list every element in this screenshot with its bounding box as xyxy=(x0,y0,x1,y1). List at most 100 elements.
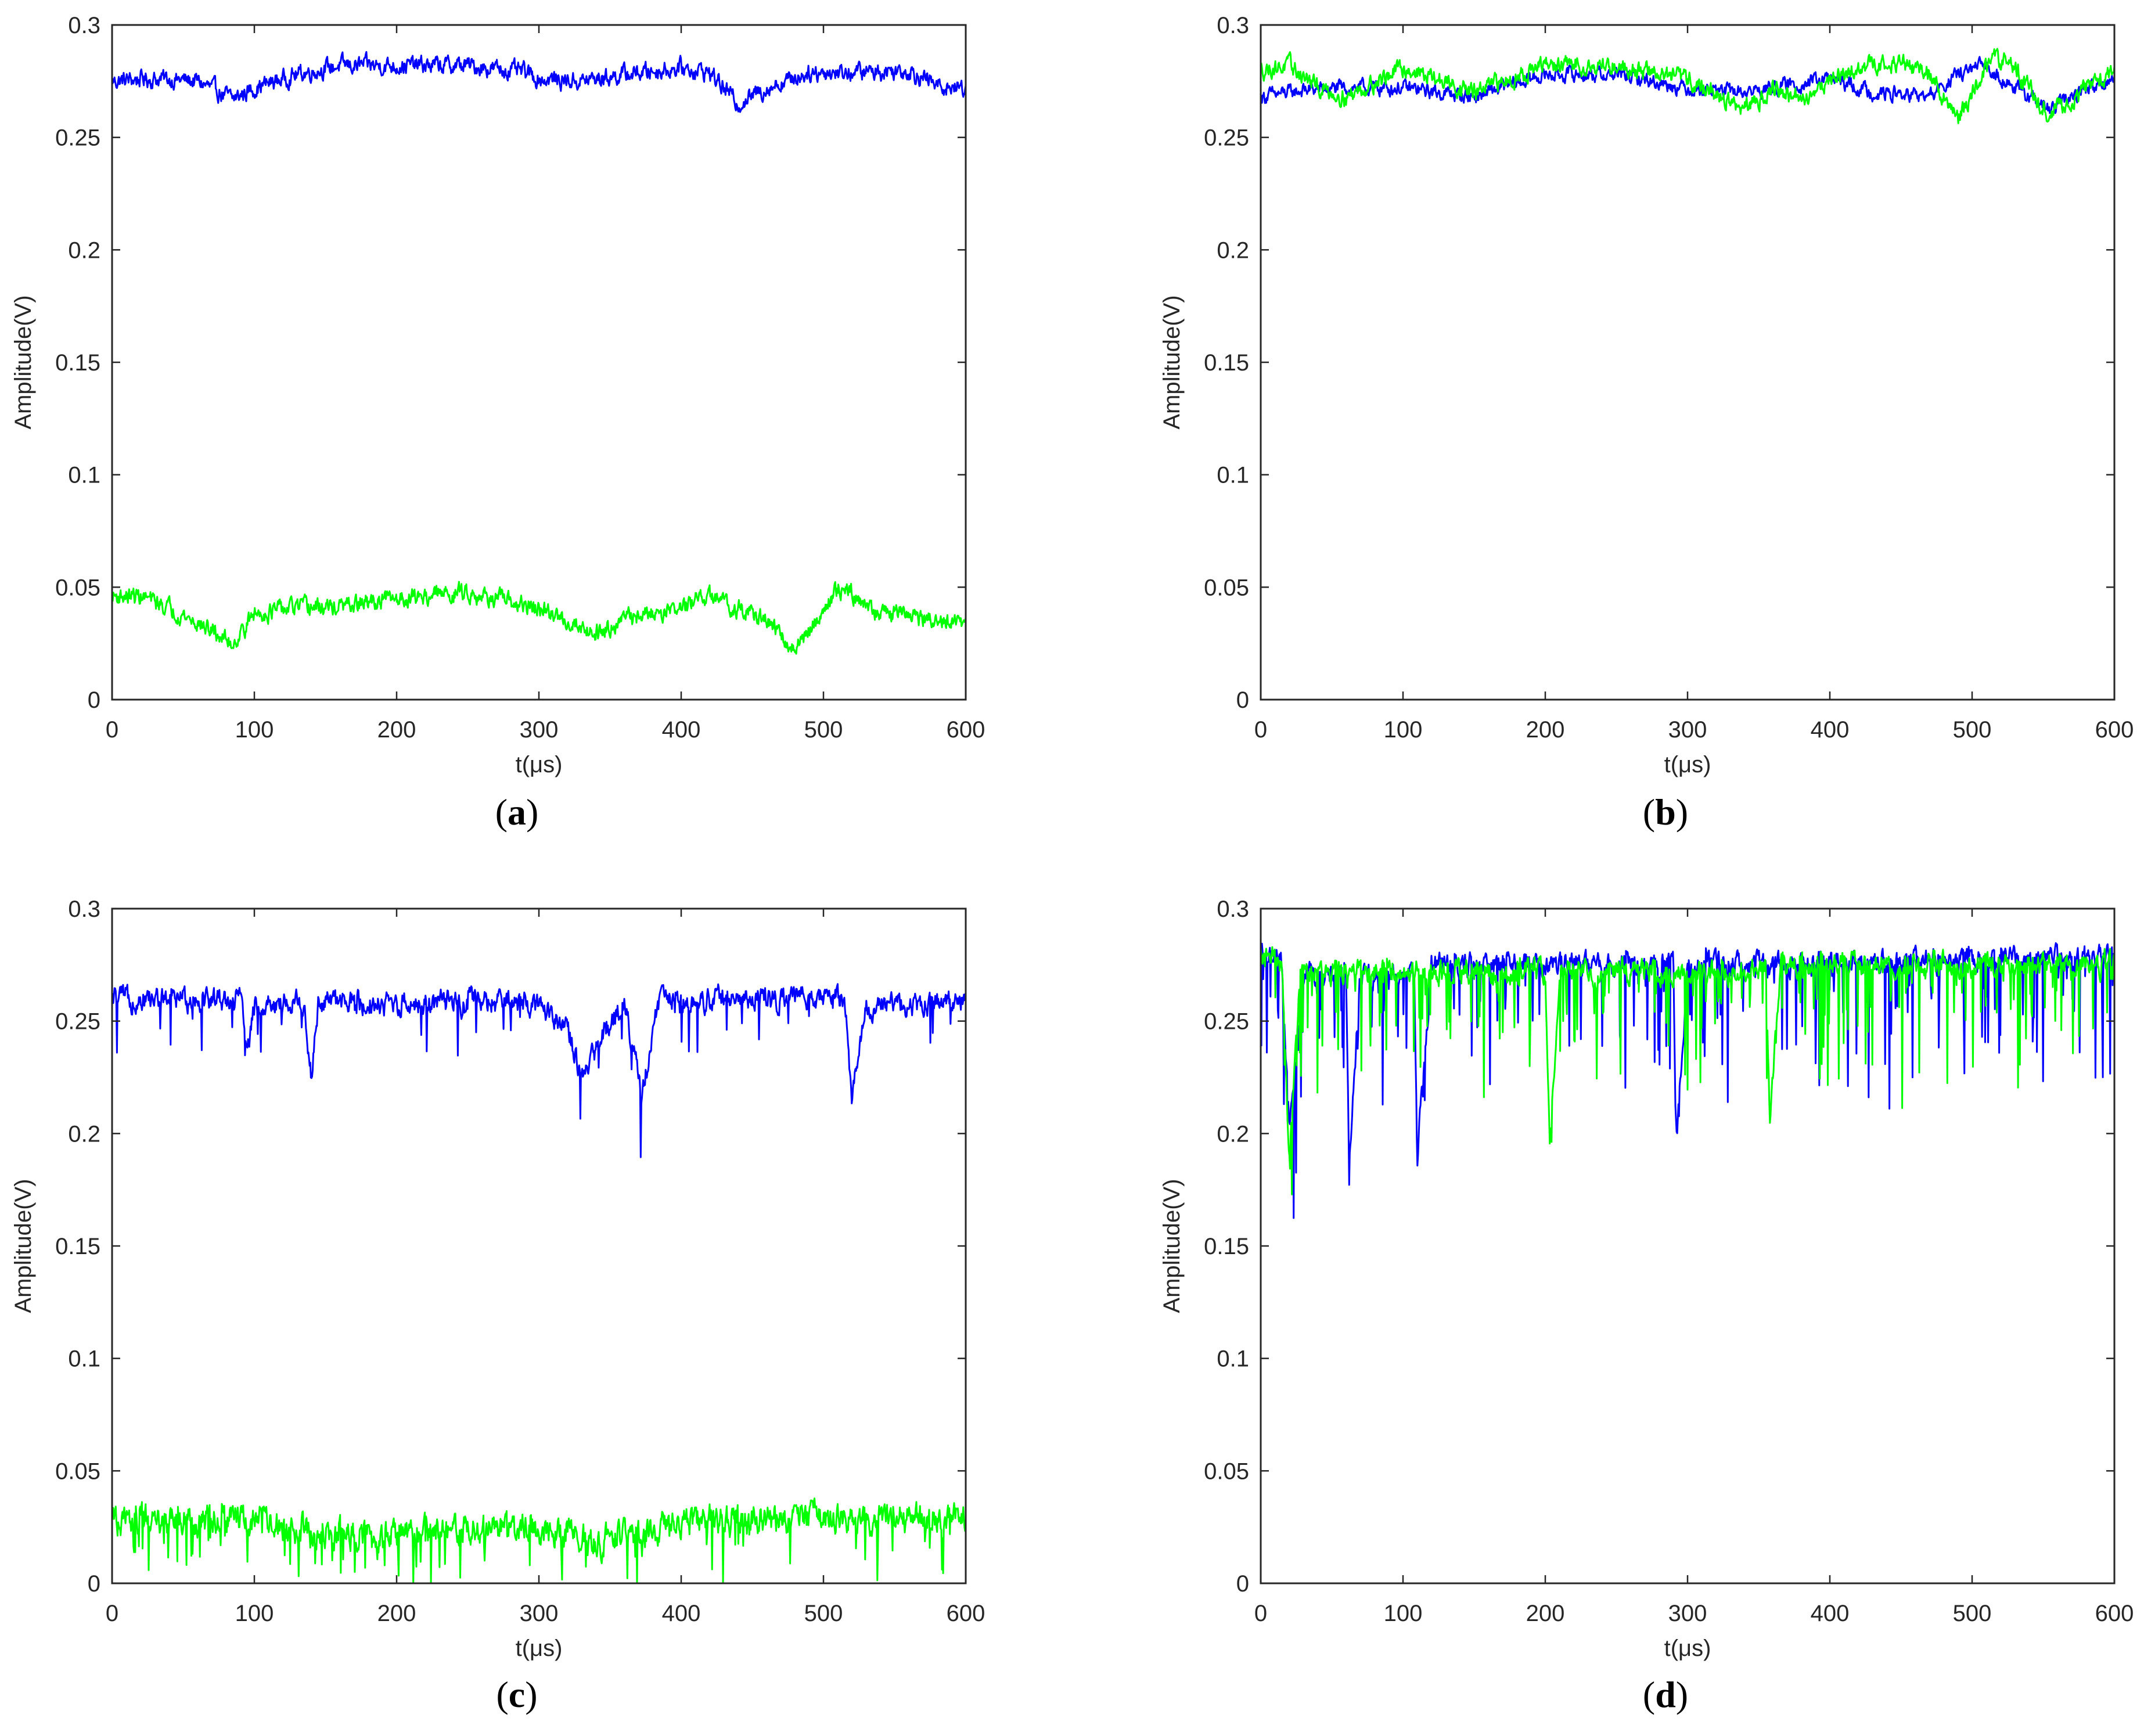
panel-label-open: ( xyxy=(1643,1674,1655,1715)
y-tick-label: 0.25 xyxy=(55,125,100,151)
axes-frame xyxy=(111,24,967,701)
panel-label-letter: d xyxy=(1655,1674,1676,1715)
x-tick-label: 300 xyxy=(520,1601,559,1626)
series-group xyxy=(112,51,966,655)
y-tick-label: 0.15 xyxy=(55,350,100,376)
x-tick-label: 500 xyxy=(1953,717,1992,743)
x-axis-title: t(μs) xyxy=(1664,752,1711,777)
y-axis-title: Amplitude(V) xyxy=(10,295,36,429)
panel-label-letter: a xyxy=(508,791,526,833)
panel-label-letter: c xyxy=(509,1674,525,1715)
y-axis-title: Amplitude(V) xyxy=(10,1179,36,1313)
y-tick-label: 0.25 xyxy=(1204,125,1249,151)
series-green-line xyxy=(112,1497,966,1583)
y-tick-label: 0 xyxy=(1236,687,1249,713)
x-tick-label: 500 xyxy=(804,1601,843,1626)
axes-frame xyxy=(1260,24,2116,701)
x-tick-label: 200 xyxy=(377,1601,416,1626)
x-tick-label: 200 xyxy=(1526,1601,1565,1626)
series-group xyxy=(1261,942,2114,1219)
y-tick-label: 0.1 xyxy=(68,463,100,488)
y-tick-label: 0.1 xyxy=(1217,463,1249,488)
x-tick-label: 0 xyxy=(1254,717,1267,743)
y-tick-label: 0 xyxy=(88,687,100,713)
x-tick-label: 600 xyxy=(947,1601,985,1626)
y-tick-label: 0.05 xyxy=(1204,575,1249,600)
panel-label-open: ( xyxy=(495,791,508,833)
panel-label-open: ( xyxy=(1643,791,1655,833)
x-tick-label: 400 xyxy=(662,717,701,743)
axes-frame xyxy=(111,907,967,1584)
x-axis-title: t(μs) xyxy=(1664,1636,1711,1661)
panel-label-close: ) xyxy=(1676,791,1688,833)
y-tick-label: 0 xyxy=(1236,1571,1249,1597)
x-tick-label: 300 xyxy=(1668,1601,1707,1626)
x-tick-label: 200 xyxy=(377,717,416,743)
y-axis-title: Amplitude(V) xyxy=(1159,1179,1185,1313)
y-tick-label: 0.2 xyxy=(68,237,100,263)
panel-label: (a) xyxy=(495,791,539,833)
panel-a: 0 100 200 300 400 500 600 0 0.05 0.1 0.15 0.2 0.25 0.… xyxy=(10,13,985,833)
x-tick-label: 400 xyxy=(1811,717,1850,743)
y-tick-label: 0.3 xyxy=(1217,896,1249,922)
y-tick-label: 0.1 xyxy=(1217,1346,1249,1372)
panel-label-open: ( xyxy=(496,1674,508,1715)
y-tick-label: 0.15 xyxy=(1204,350,1249,376)
y-tick-label: 0.2 xyxy=(1217,1121,1249,1147)
x-tick-label: 100 xyxy=(1384,1601,1423,1626)
x-tick-label: 500 xyxy=(804,717,843,743)
y-tick-label: 0.1 xyxy=(68,1346,100,1372)
x-tick-label: 0 xyxy=(106,717,118,743)
x-tick-label: 300 xyxy=(1668,717,1707,743)
series-blue-line xyxy=(112,51,966,113)
series-blue-line xyxy=(1261,942,2114,1219)
x-tick-label: 100 xyxy=(235,1601,274,1626)
x-tick-label: 0 xyxy=(106,1601,118,1626)
y-tick-label: 0.05 xyxy=(55,575,100,600)
panel-label-close: ) xyxy=(1676,1674,1688,1715)
x-tick-label: 500 xyxy=(1953,1601,1992,1626)
y-tick-label: 0.15 xyxy=(55,1234,100,1259)
y-tick-label: 0.15 xyxy=(1204,1234,1249,1259)
x-tick-label: 100 xyxy=(235,717,274,743)
x-tick-label: 400 xyxy=(1811,1601,1850,1626)
y-tick-label: 0.2 xyxy=(68,1121,100,1147)
y-tick-label: 0.05 xyxy=(1204,1458,1249,1484)
x-tick-label: 600 xyxy=(947,717,985,743)
x-tick-label: 600 xyxy=(2095,717,2134,743)
x-tick-label: 0 xyxy=(1254,1601,1267,1626)
panel-b: 0 100 200 300 400 500 600 0 0.05 0.1 0.15 0.2 0.25 0.… xyxy=(1159,13,2134,833)
series-group xyxy=(1261,48,2114,124)
panel-label-letter: b xyxy=(1655,791,1676,833)
panel-label: (c) xyxy=(496,1674,537,1715)
y-tick-label: 0.2 xyxy=(1217,237,1249,263)
y-tick-label: 0.3 xyxy=(1217,13,1249,38)
x-axis-title: t(μs) xyxy=(516,1636,563,1661)
x-tick-label: 100 xyxy=(1384,717,1423,743)
series-green-line xyxy=(112,581,966,655)
y-tick-label: 0.25 xyxy=(1204,1009,1249,1035)
y-tick-label: 0 xyxy=(88,1571,100,1597)
x-tick-label: 300 xyxy=(520,717,559,743)
panel-label: (d) xyxy=(1643,1674,1688,1715)
x-tick-label: 400 xyxy=(662,1601,701,1626)
series-green-line xyxy=(1261,946,2114,1195)
panel-c: 0 100 200 300 400 500 600 0 0.05 0.1 0.15 0.2 0.25 0.… xyxy=(10,896,985,1715)
x-axis-title: t(μs) xyxy=(516,752,563,777)
series-group xyxy=(112,983,966,1583)
panel-label: (b) xyxy=(1643,791,1688,833)
series-blue-line xyxy=(112,983,966,1158)
y-tick-label: 0.25 xyxy=(55,1009,100,1035)
x-tick-label: 200 xyxy=(1526,717,1565,743)
panel-label-close: ) xyxy=(526,791,538,833)
y-tick-label: 0.05 xyxy=(55,1458,100,1484)
y-tick-label: 0.3 xyxy=(68,13,100,38)
series-blue-line xyxy=(1261,56,2114,114)
x-tick-label: 600 xyxy=(2095,1601,2134,1626)
panel-label-close: ) xyxy=(525,1674,537,1715)
panel-d: 0 100 200 300 400 500 600 0 0.05 0.1 0.15 0.2 0.25 0.… xyxy=(1159,896,2134,1715)
series-green-line xyxy=(1261,48,2114,124)
y-axis-title: Amplitude(V) xyxy=(1159,295,1185,429)
y-tick-label: 0.3 xyxy=(68,896,100,922)
